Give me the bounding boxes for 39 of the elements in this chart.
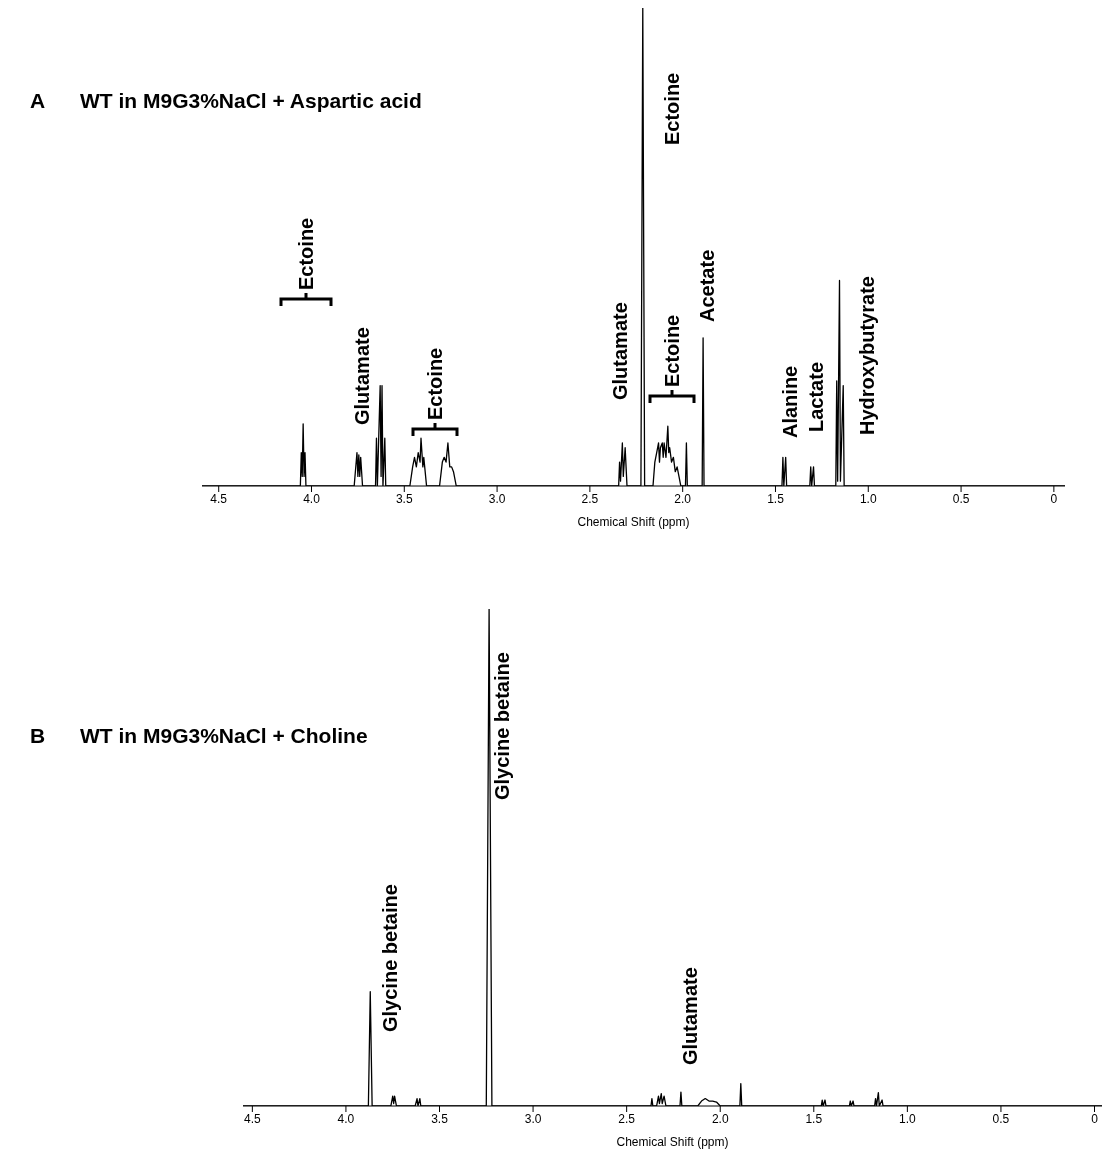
text: WT in M9G3%NaCl + Aspartic acid xyxy=(80,89,422,112)
x-tick-label: 4.5 xyxy=(210,491,228,506)
x-tick-label: 3.5 xyxy=(431,1111,449,1126)
annotation: Acetate xyxy=(696,249,718,322)
annotation: Ectoine xyxy=(661,72,683,145)
x-tick-label: 0 xyxy=(1050,491,1058,506)
annotation: Ectoine xyxy=(295,217,317,290)
text: B xyxy=(30,724,46,747)
text: WT in M9G3%NaCl + Choline xyxy=(80,724,368,747)
x-tick-label: 0.5 xyxy=(952,491,970,506)
annotation: Ectoine xyxy=(424,347,446,420)
x-tick-label: 0.5 xyxy=(992,1111,1010,1126)
annotation: Alanine xyxy=(779,365,801,438)
x-tick-label: 2.0 xyxy=(674,491,692,506)
x-axis-title: Chemical Shift (ppm) xyxy=(577,515,690,529)
annotation: Glycine betaine xyxy=(491,652,513,800)
text: A xyxy=(30,89,46,112)
x-tick-label: 3.0 xyxy=(488,491,506,506)
annotation: Glutamate xyxy=(679,967,701,1065)
x-tick-label: 1.5 xyxy=(767,491,785,506)
x-tick-label: 4.0 xyxy=(303,491,321,506)
x-tick-label: 0 xyxy=(1091,1111,1099,1126)
annotation: Hydroxybutyrate xyxy=(856,276,878,435)
x-tick-label: 3.0 xyxy=(524,1111,542,1126)
x-tick-label: 1.5 xyxy=(805,1111,823,1126)
x-tick-label: 1.0 xyxy=(859,491,877,506)
annotation: Glycine betaine xyxy=(379,884,401,1032)
annotation: Glutamate xyxy=(609,302,631,400)
x-tick-label: 2.5 xyxy=(581,491,599,506)
x-tick-label: 2.0 xyxy=(711,1111,729,1126)
x-tick-label: 3.5 xyxy=(395,491,413,506)
x-tick-label: 4.0 xyxy=(337,1111,355,1126)
x-tick-label: 1.0 xyxy=(899,1111,917,1126)
annotation: Ectoine xyxy=(661,314,683,387)
x-axis-title: Chemical Shift (ppm) xyxy=(616,1135,729,1149)
x-tick-label: 4.5 xyxy=(244,1111,262,1126)
x-tick-label: 2.5 xyxy=(618,1111,636,1126)
annotation: Lactate xyxy=(805,361,827,432)
annotation: Glutamate xyxy=(351,327,373,425)
